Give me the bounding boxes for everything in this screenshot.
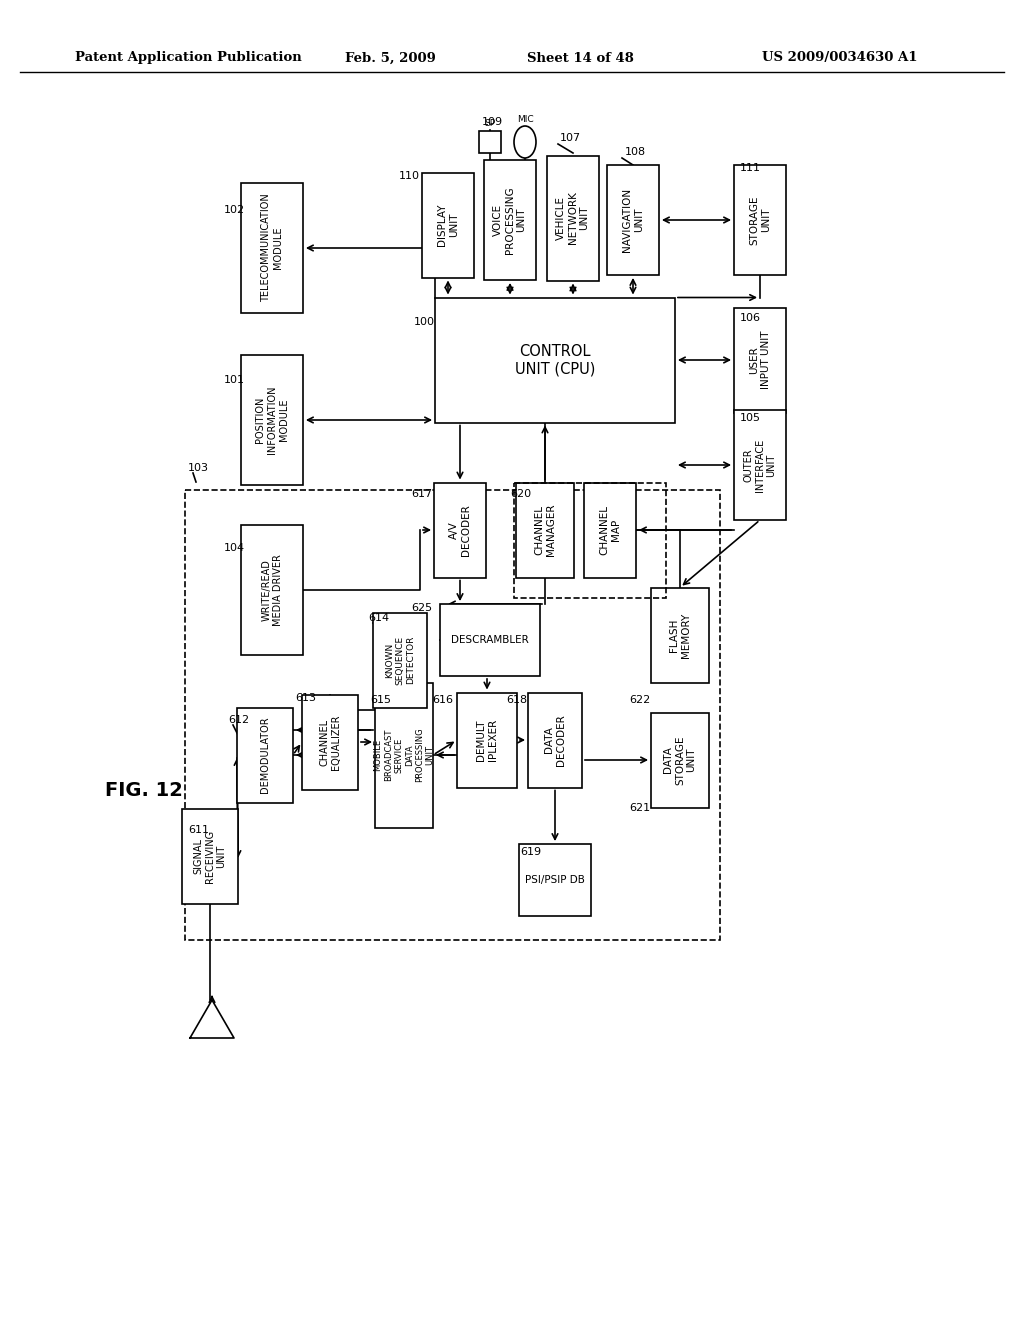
Text: DISPLAY
UNIT: DISPLAY UNIT — [437, 203, 459, 247]
Text: 105: 105 — [740, 413, 761, 422]
Text: CHANNEL
MANAGER: CHANNEL MANAGER — [535, 504, 556, 556]
Text: POSITION
INFORMATION
MODULE: POSITION INFORMATION MODULE — [255, 385, 289, 454]
Bar — [241, 525, 303, 655]
Bar — [457, 693, 517, 788]
Bar — [519, 843, 591, 916]
Text: DEMULT
IPLEXER: DEMULT IPLEXER — [476, 719, 498, 762]
Text: 618: 618 — [506, 696, 527, 705]
Text: FLASH
MEMORY: FLASH MEMORY — [670, 612, 691, 657]
Text: DATA
DECODER: DATA DECODER — [544, 714, 566, 766]
Bar — [584, 483, 636, 578]
Text: 612: 612 — [228, 715, 249, 725]
Bar — [302, 694, 358, 789]
Text: 101: 101 — [224, 375, 245, 385]
Text: Sheet 14 of 48: Sheet 14 of 48 — [526, 51, 634, 65]
Text: 625: 625 — [411, 603, 432, 612]
Bar — [651, 587, 709, 682]
Bar — [607, 165, 659, 275]
Text: 110: 110 — [399, 172, 420, 181]
Bar — [514, 483, 666, 598]
Text: 100: 100 — [414, 317, 435, 327]
Bar — [484, 160, 536, 280]
Text: CONTROL
UNIT (CPU): CONTROL UNIT (CPU) — [515, 343, 595, 376]
Text: DATA
STORAGE
UNIT: DATA STORAGE UNIT — [664, 735, 696, 785]
Text: TELECOMMUNICATION
MODULE: TELECOMMUNICATION MODULE — [261, 194, 283, 302]
Text: 621: 621 — [629, 803, 650, 813]
Text: 102: 102 — [224, 205, 245, 215]
Text: US 2009/0034630 A1: US 2009/0034630 A1 — [762, 51, 918, 65]
Bar — [440, 605, 540, 676]
Bar — [237, 708, 293, 803]
Text: KNOWN
SEQUENCE
DETECTOR: KNOWN SEQUENCE DETECTOR — [385, 635, 415, 685]
Bar — [651, 713, 709, 808]
Bar — [241, 355, 303, 484]
Text: 616: 616 — [432, 696, 453, 705]
Text: 106: 106 — [740, 313, 761, 323]
Bar — [479, 131, 501, 153]
Text: VEHICLE
NETWORK
UNIT: VEHICLE NETWORK UNIT — [556, 191, 590, 244]
Bar — [185, 490, 720, 940]
Text: STORAGE
UNIT: STORAGE UNIT — [750, 195, 771, 244]
Bar — [435, 297, 675, 422]
Text: 613: 613 — [295, 693, 316, 704]
Text: SIGNAL
RECEIVING
UNIT: SIGNAL RECEIVING UNIT — [194, 829, 226, 883]
Ellipse shape — [514, 125, 536, 158]
Text: WRITE/READ
MEDIA DRIVER: WRITE/READ MEDIA DRIVER — [261, 554, 283, 626]
Text: 614: 614 — [368, 612, 389, 623]
Text: CHANNEL
MAP: CHANNEL MAP — [599, 506, 621, 554]
Text: 104: 104 — [224, 543, 245, 553]
Text: DESCRAMBLER: DESCRAMBLER — [452, 635, 528, 645]
Text: MOBILE
BROADCAST
SERVICE
DATA
PROCESSING
UNIT: MOBILE BROADCAST SERVICE DATA PROCESSING… — [374, 727, 434, 783]
Bar — [422, 173, 474, 277]
Text: PSI/PSIP DB: PSI/PSIP DB — [525, 875, 585, 884]
Text: NAVIGATION
UNIT: NAVIGATION UNIT — [623, 187, 644, 252]
Text: A/V
DECODER: A/V DECODER — [450, 504, 471, 556]
Bar — [734, 411, 786, 520]
Text: 622: 622 — [629, 696, 650, 705]
Bar — [547, 156, 599, 281]
Text: MIC: MIC — [517, 115, 534, 124]
Text: Feb. 5, 2009: Feb. 5, 2009 — [344, 51, 435, 65]
Bar — [528, 693, 582, 788]
Text: 620: 620 — [510, 488, 531, 499]
Bar — [182, 808, 238, 903]
Text: 108: 108 — [625, 147, 646, 157]
Bar — [241, 183, 303, 313]
Text: 615: 615 — [370, 696, 391, 705]
Text: 611: 611 — [188, 825, 209, 836]
Bar — [516, 483, 574, 578]
Text: 111: 111 — [740, 162, 761, 173]
Bar — [734, 308, 786, 412]
Text: 109: 109 — [482, 117, 503, 127]
Bar — [375, 682, 433, 828]
Text: CHANNEL
EQUALIZER: CHANNEL EQUALIZER — [319, 714, 341, 770]
Text: USER
INPUT UNIT: USER INPUT UNIT — [750, 331, 771, 389]
Text: DEMODULATOR: DEMODULATOR — [260, 717, 270, 793]
Bar — [734, 165, 786, 275]
Text: FIG. 12: FIG. 12 — [105, 780, 183, 800]
Text: 103: 103 — [188, 463, 209, 473]
Text: Patent Application Publication: Patent Application Publication — [75, 51, 302, 65]
Bar — [434, 483, 486, 578]
Bar — [373, 612, 427, 708]
Text: 107: 107 — [560, 133, 582, 143]
Text: OUTER
INTERFACE
UNIT: OUTER INTERFACE UNIT — [743, 438, 776, 491]
Text: VOICE
PROCESSING
UNIT: VOICE PROCESSING UNIT — [494, 186, 526, 253]
Text: SP: SP — [484, 119, 496, 128]
Text: 617: 617 — [411, 488, 432, 499]
Text: 619: 619 — [520, 847, 541, 857]
